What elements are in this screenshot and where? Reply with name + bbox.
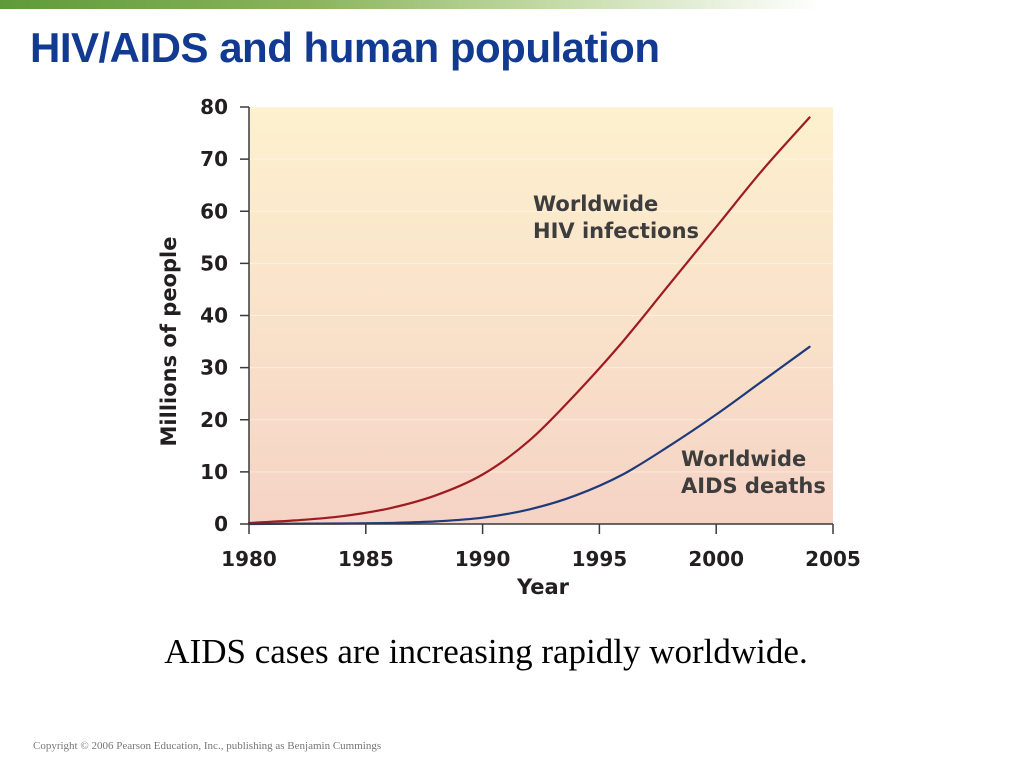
plot-area <box>249 107 833 524</box>
y-tick-label-20: 20 <box>200 408 228 432</box>
series-annotation-0-line-0: Worldwide <box>533 192 658 216</box>
y-tick-label-60: 60 <box>200 199 228 223</box>
slide-title: HIV/AIDS and human population <box>30 24 660 71</box>
y-tick-label-80: 80 <box>200 95 228 119</box>
x-tick-label-1995: 1995 <box>572 547 628 571</box>
copyright-notice: Copyright © 2006 Pearson Education, Inc.… <box>33 740 382 752</box>
x-axis-title: Year <box>516 575 570 599</box>
series-annotation-1-line-1: AIDS deaths <box>681 474 826 498</box>
series-annotation-0-line-1: HIV infections <box>533 219 699 243</box>
y-tick-label-40: 40 <box>200 304 228 328</box>
x-tick-label-1985: 1985 <box>338 547 394 571</box>
y-tick-label-0: 0 <box>214 512 228 536</box>
series-annotations: Worldwide HIV infections Worldwide AIDS dea… <box>533 192 826 498</box>
x-tick-label-2000: 2000 <box>688 547 744 571</box>
x-tick-label-1990: 1990 <box>455 547 511 571</box>
top-accent-bar <box>0 0 1024 9</box>
axes <box>240 106 834 534</box>
y-axis-title: Millions of people <box>157 237 181 447</box>
y-tick-label-50: 50 <box>200 251 228 275</box>
y-tick-label-30: 30 <box>200 356 228 380</box>
y-tick-label-70: 70 <box>200 147 228 171</box>
tick-labels: 0 10 20 30 40 50 60 70 80 1980 1985 1990 1995 2000 200… <box>200 95 861 571</box>
x-tick-label-1980: 1980 <box>221 547 277 571</box>
grid <box>249 106 833 473</box>
series-annotation-0: Worldwide HIV infections <box>533 192 699 243</box>
slide-caption: AIDS cases are increasing rapidly worldw… <box>164 632 808 671</box>
series-annotation-1-line-0: Worldwide <box>681 447 806 471</box>
y-tick-label-10: 10 <box>200 460 228 484</box>
line-chart: 0 10 20 30 40 50 60 70 80 1980 1985 1990 1995 2000 200… <box>157 95 861 599</box>
hiv-infections-line <box>247 116 811 525</box>
series-annotation-1: Worldwide AIDS deaths <box>681 447 826 498</box>
x-tick-label-2005: 2005 <box>805 547 861 571</box>
